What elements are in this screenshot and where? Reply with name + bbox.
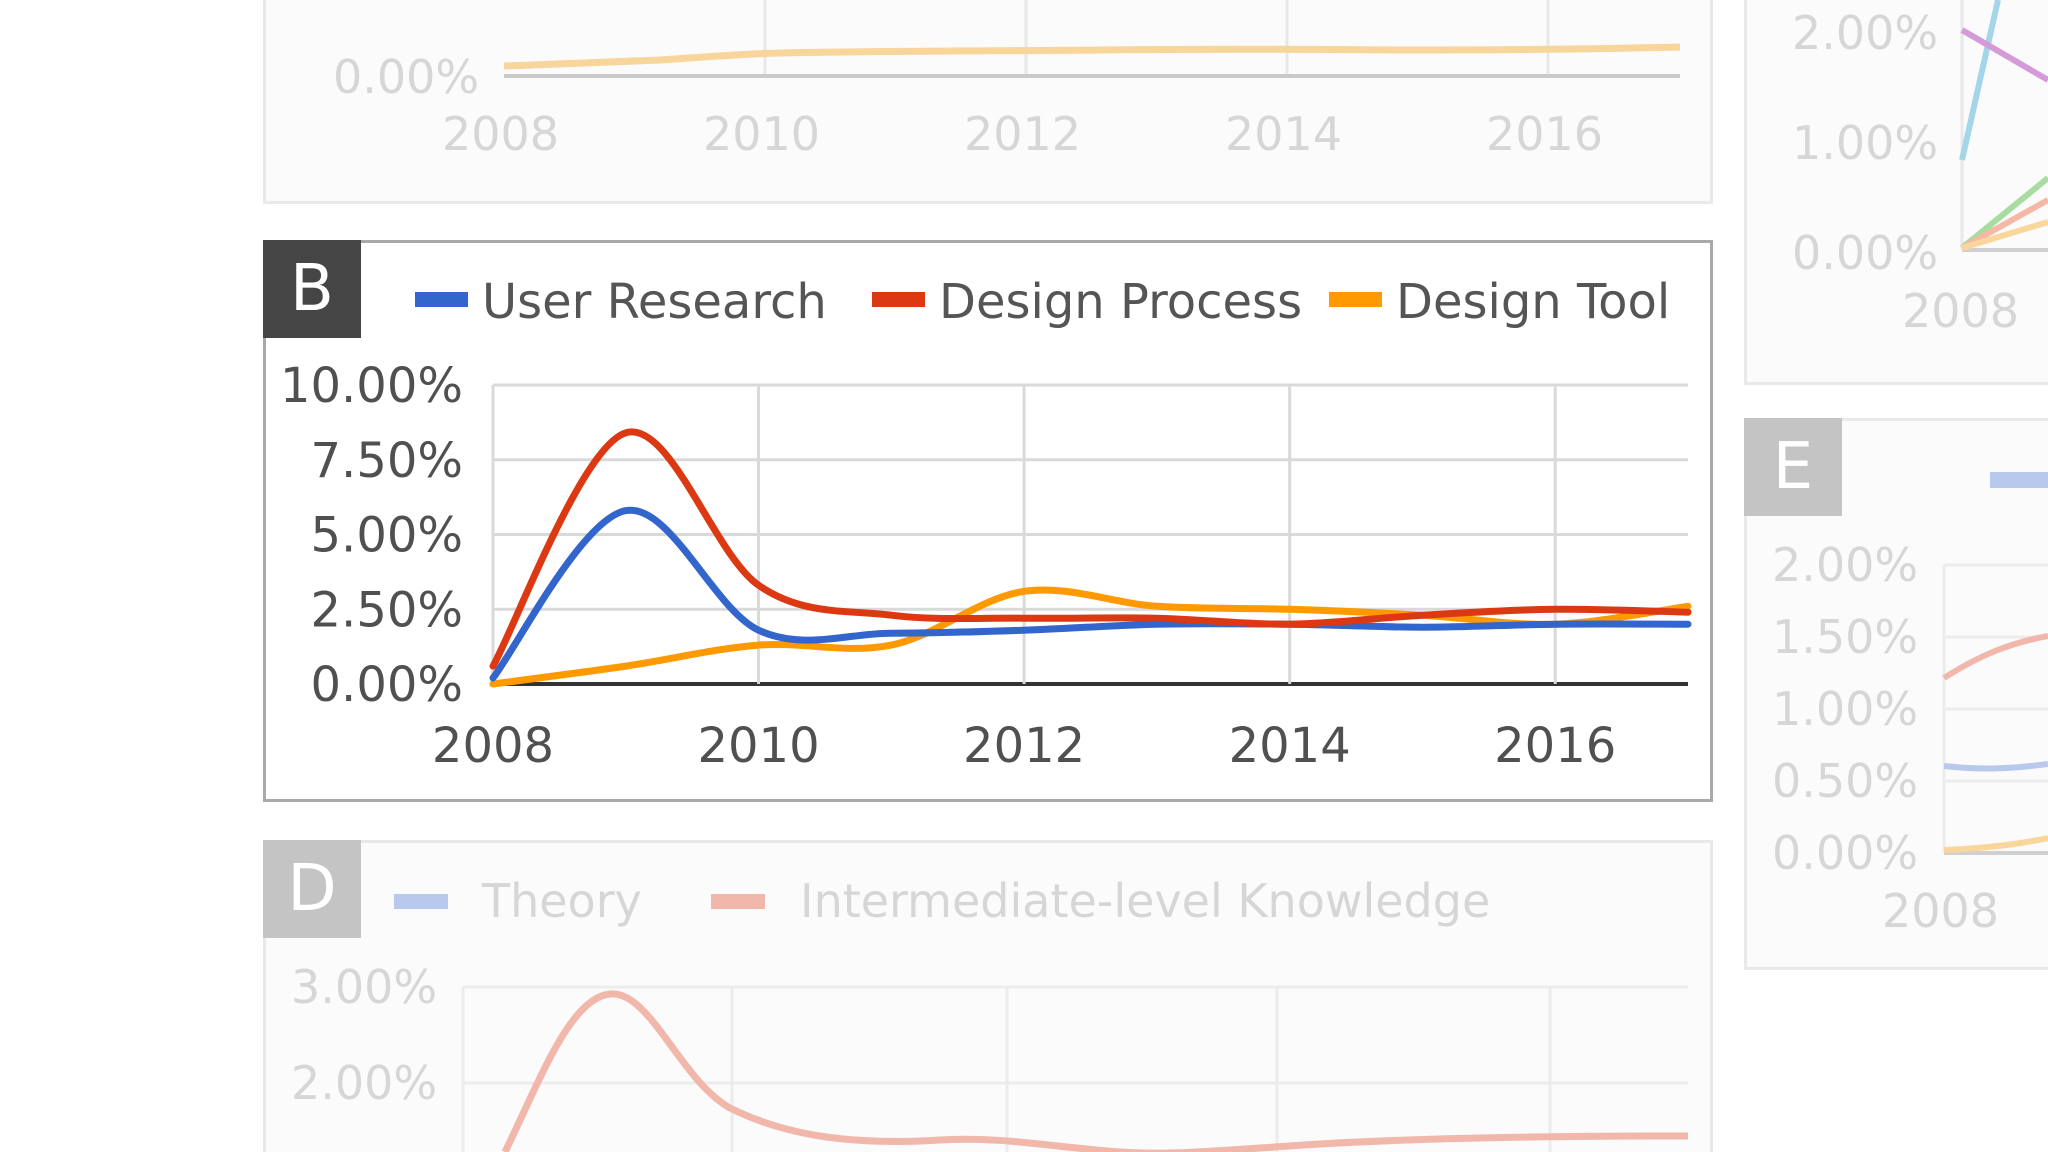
legend-swatch-user-research — [415, 292, 468, 307]
panel-a-xtick: 2016 — [1486, 107, 1604, 161]
panel-c-series-line-5 — [1961, 219, 2048, 251]
panel-c-xtick: 2008 — [1902, 284, 2020, 338]
panel-a-xtick: 2012 — [964, 107, 1082, 161]
y-tick-label: 7.50% — [311, 433, 463, 489]
panel-b — [263, 240, 1713, 802]
panel-e-letter: E — [1744, 418, 1842, 516]
panel-e-ytick: 0.50% — [1772, 754, 1919, 808]
legend-label-design-tool: Design Tool — [1396, 274, 1670, 330]
legend-label-design-process: Design Process — [939, 274, 1302, 330]
x-tick-label: 2010 — [697, 718, 819, 774]
y-tick-label: 5.00% — [311, 508, 463, 564]
legend-label-user-research: User Research — [482, 274, 827, 330]
panel-d-letter: D — [263, 840, 361, 938]
legend-swatch-design-process — [872, 292, 925, 307]
panel-e-ytick: 1.00% — [1772, 682, 1919, 736]
panel-c-series-line-3 — [1960, 175, 2048, 251]
series-line-design-process — [489, 428, 1692, 670]
panel-e-ytick: 1.50% — [1772, 610, 1919, 664]
y-tick-label: 10.00% — [280, 358, 463, 414]
panel-c-ytick: 0.00% — [1792, 226, 1939, 280]
y-tick-label: 0.00% — [311, 657, 463, 713]
panel-e-series-line-2 — [1943, 761, 2048, 772]
panel-e-ytick: 0.00% — [1772, 826, 1919, 880]
panel-a-xtick: 2008 — [442, 107, 560, 161]
panel-d-series-line — [501, 990, 1689, 1152]
series-line-design-tool — [489, 586, 1692, 688]
legend-swatch-design-tool — [1329, 292, 1382, 307]
panel-b-legend: User Research Design Process Design Tool — [415, 274, 1670, 330]
panel-a-xtick: 2014 — [1225, 107, 1343, 161]
panel-d-grid — [461, 985, 1688, 1152]
y-tick-label: 2.50% — [311, 582, 463, 638]
panel-d-ytick: 2.00% — [291, 1056, 438, 1110]
panel-b-series-lines — [489, 428, 1692, 688]
panel-e-series-line-1 — [1942, 633, 2048, 681]
x-tick-label: 2012 — [963, 718, 1085, 774]
panel-d-legend-swatch-intermediate — [711, 894, 765, 909]
x-tick-label: 2014 — [1229, 718, 1351, 774]
panel-a-series-line — [503, 43, 1681, 70]
panel-c — [1744, 0, 2048, 385]
panel-e-grid — [1942, 563, 2048, 853]
panel-d — [263, 840, 1713, 1152]
panel-c-series-line-2 — [1960, 27, 2048, 83]
panel-d-legend-label-intermediate: Intermediate-level Knowledge — [800, 874, 1491, 928]
panel-e-ytick: 2.00% — [1772, 538, 1919, 592]
panel-a — [263, 0, 1713, 204]
x-tick-label: 2016 — [1494, 718, 1616, 774]
panel-d-ytick: 3.00% — [291, 960, 438, 1014]
x-tick-label: 2008 — [432, 718, 554, 774]
series-line-user-research — [489, 506, 1692, 682]
panel-e-xtick: 2008 — [1882, 884, 2000, 938]
panel-c-ytick: 2.00% — [1792, 6, 1939, 60]
panel-b-x-ticks: 2008 2010 2012 2014 2016 — [432, 718, 1616, 774]
panel-e-series-line-3 — [1943, 835, 2048, 853]
panel-c-series-line-4 — [1960, 197, 2048, 251]
panel-c-ytick: 1.00% — [1792, 116, 1939, 170]
panel-d-legend-label-theory: Theory — [482, 874, 642, 928]
panel-b-y-ticks: 0.00% 2.50% 5.00% 7.50% 10.00% — [280, 358, 463, 713]
panel-c-series-line-1 — [1959, 0, 2001, 161]
panel-a-ytick: 0.00% — [333, 50, 480, 104]
panel-b-letter: B — [263, 240, 361, 338]
panel-d-legend-swatch-theory — [394, 894, 448, 909]
panel-e-legend-swatch — [1990, 472, 2048, 488]
panel-a-grid — [763, 0, 1550, 76]
panel-a-xtick: 2010 — [703, 107, 821, 161]
